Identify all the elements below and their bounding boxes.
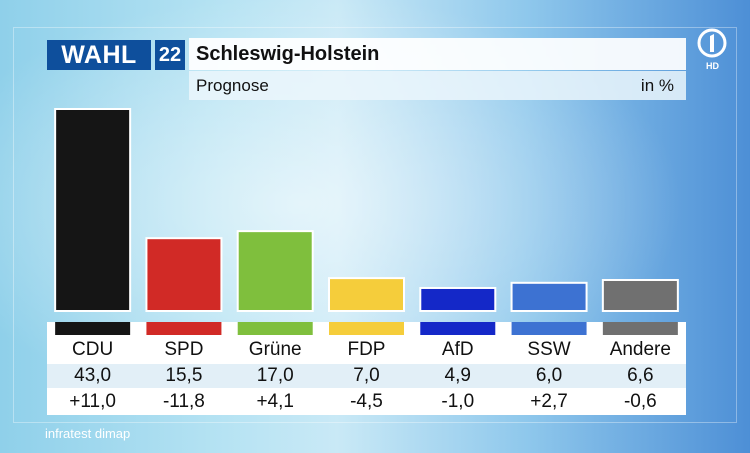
results-table: CDU SPD Grüne FDP AfD SSW Andere 43,0 15,5 17,0 7… (47, 322, 686, 415)
color-strip-fdp (329, 322, 404, 335)
color-strip-spd (146, 322, 222, 335)
bar-fdp (328, 277, 405, 312)
subtitle: Prognose (196, 76, 269, 95)
bar-afd (419, 286, 497, 312)
hd-badge: HD (706, 61, 719, 71)
state-title: Schleswig-Holstein (189, 38, 686, 70)
party-row: CDU SPD Grüne FDP AfD SSW Andere (47, 336, 686, 364)
color-strip-cdu (55, 322, 131, 335)
value-label: 17,0 (256, 365, 294, 386)
party-label: AfD (441, 339, 474, 360)
value-label: 7,0 (353, 365, 380, 386)
change-row: +11,0 -11,8 +4,1 -4,5 -1,0 +2,7 -0,6 (47, 390, 686, 414)
party-label: Andere (609, 339, 671, 360)
change-label: +4,1 (256, 391, 294, 412)
color-strip-ssw (511, 322, 587, 335)
ard-one-logo (697, 28, 727, 58)
value-label: 6,6 (627, 365, 654, 386)
party-label: SPD (164, 339, 204, 360)
bar-cdu (54, 108, 132, 312)
bar-ssw (510, 281, 588, 313)
wahl-logo: WAHL (47, 40, 151, 70)
change-label: -0,6 (623, 391, 657, 412)
change-label: +11,0 (69, 391, 116, 412)
value-label: 6,0 (535, 365, 563, 386)
bar-andere (601, 278, 679, 313)
party-label: FDP (347, 339, 386, 360)
change-label: -1,0 (441, 391, 475, 412)
value-row: 43,0 15,5 17,0 7,0 4,9 6,0 6,6 (47, 364, 686, 388)
subtitle-bar: Prognose in % (189, 71, 686, 100)
change-label: -11,8 (162, 391, 205, 412)
color-strip-afd (420, 322, 496, 335)
unit-label: in % (640, 76, 674, 95)
color-strip-grüne (237, 322, 313, 335)
source-label: infratest dimap (45, 426, 131, 441)
value-label: 4,9 (444, 365, 471, 386)
value-label: 43,0 (74, 365, 112, 386)
color-strip-andere (602, 322, 678, 335)
bar-spd (145, 237, 223, 313)
change-label: -4,5 (350, 391, 383, 412)
value-label: 15,5 (165, 365, 203, 386)
bar-grüne (236, 230, 314, 313)
party-label: CDU (72, 339, 114, 360)
graphic-frame (13, 27, 737, 423)
party-label: SSW (527, 339, 571, 360)
change-label: +2,7 (530, 391, 568, 412)
party-label: Grüne (248, 339, 302, 360)
wahl-year: 22 (155, 40, 185, 70)
